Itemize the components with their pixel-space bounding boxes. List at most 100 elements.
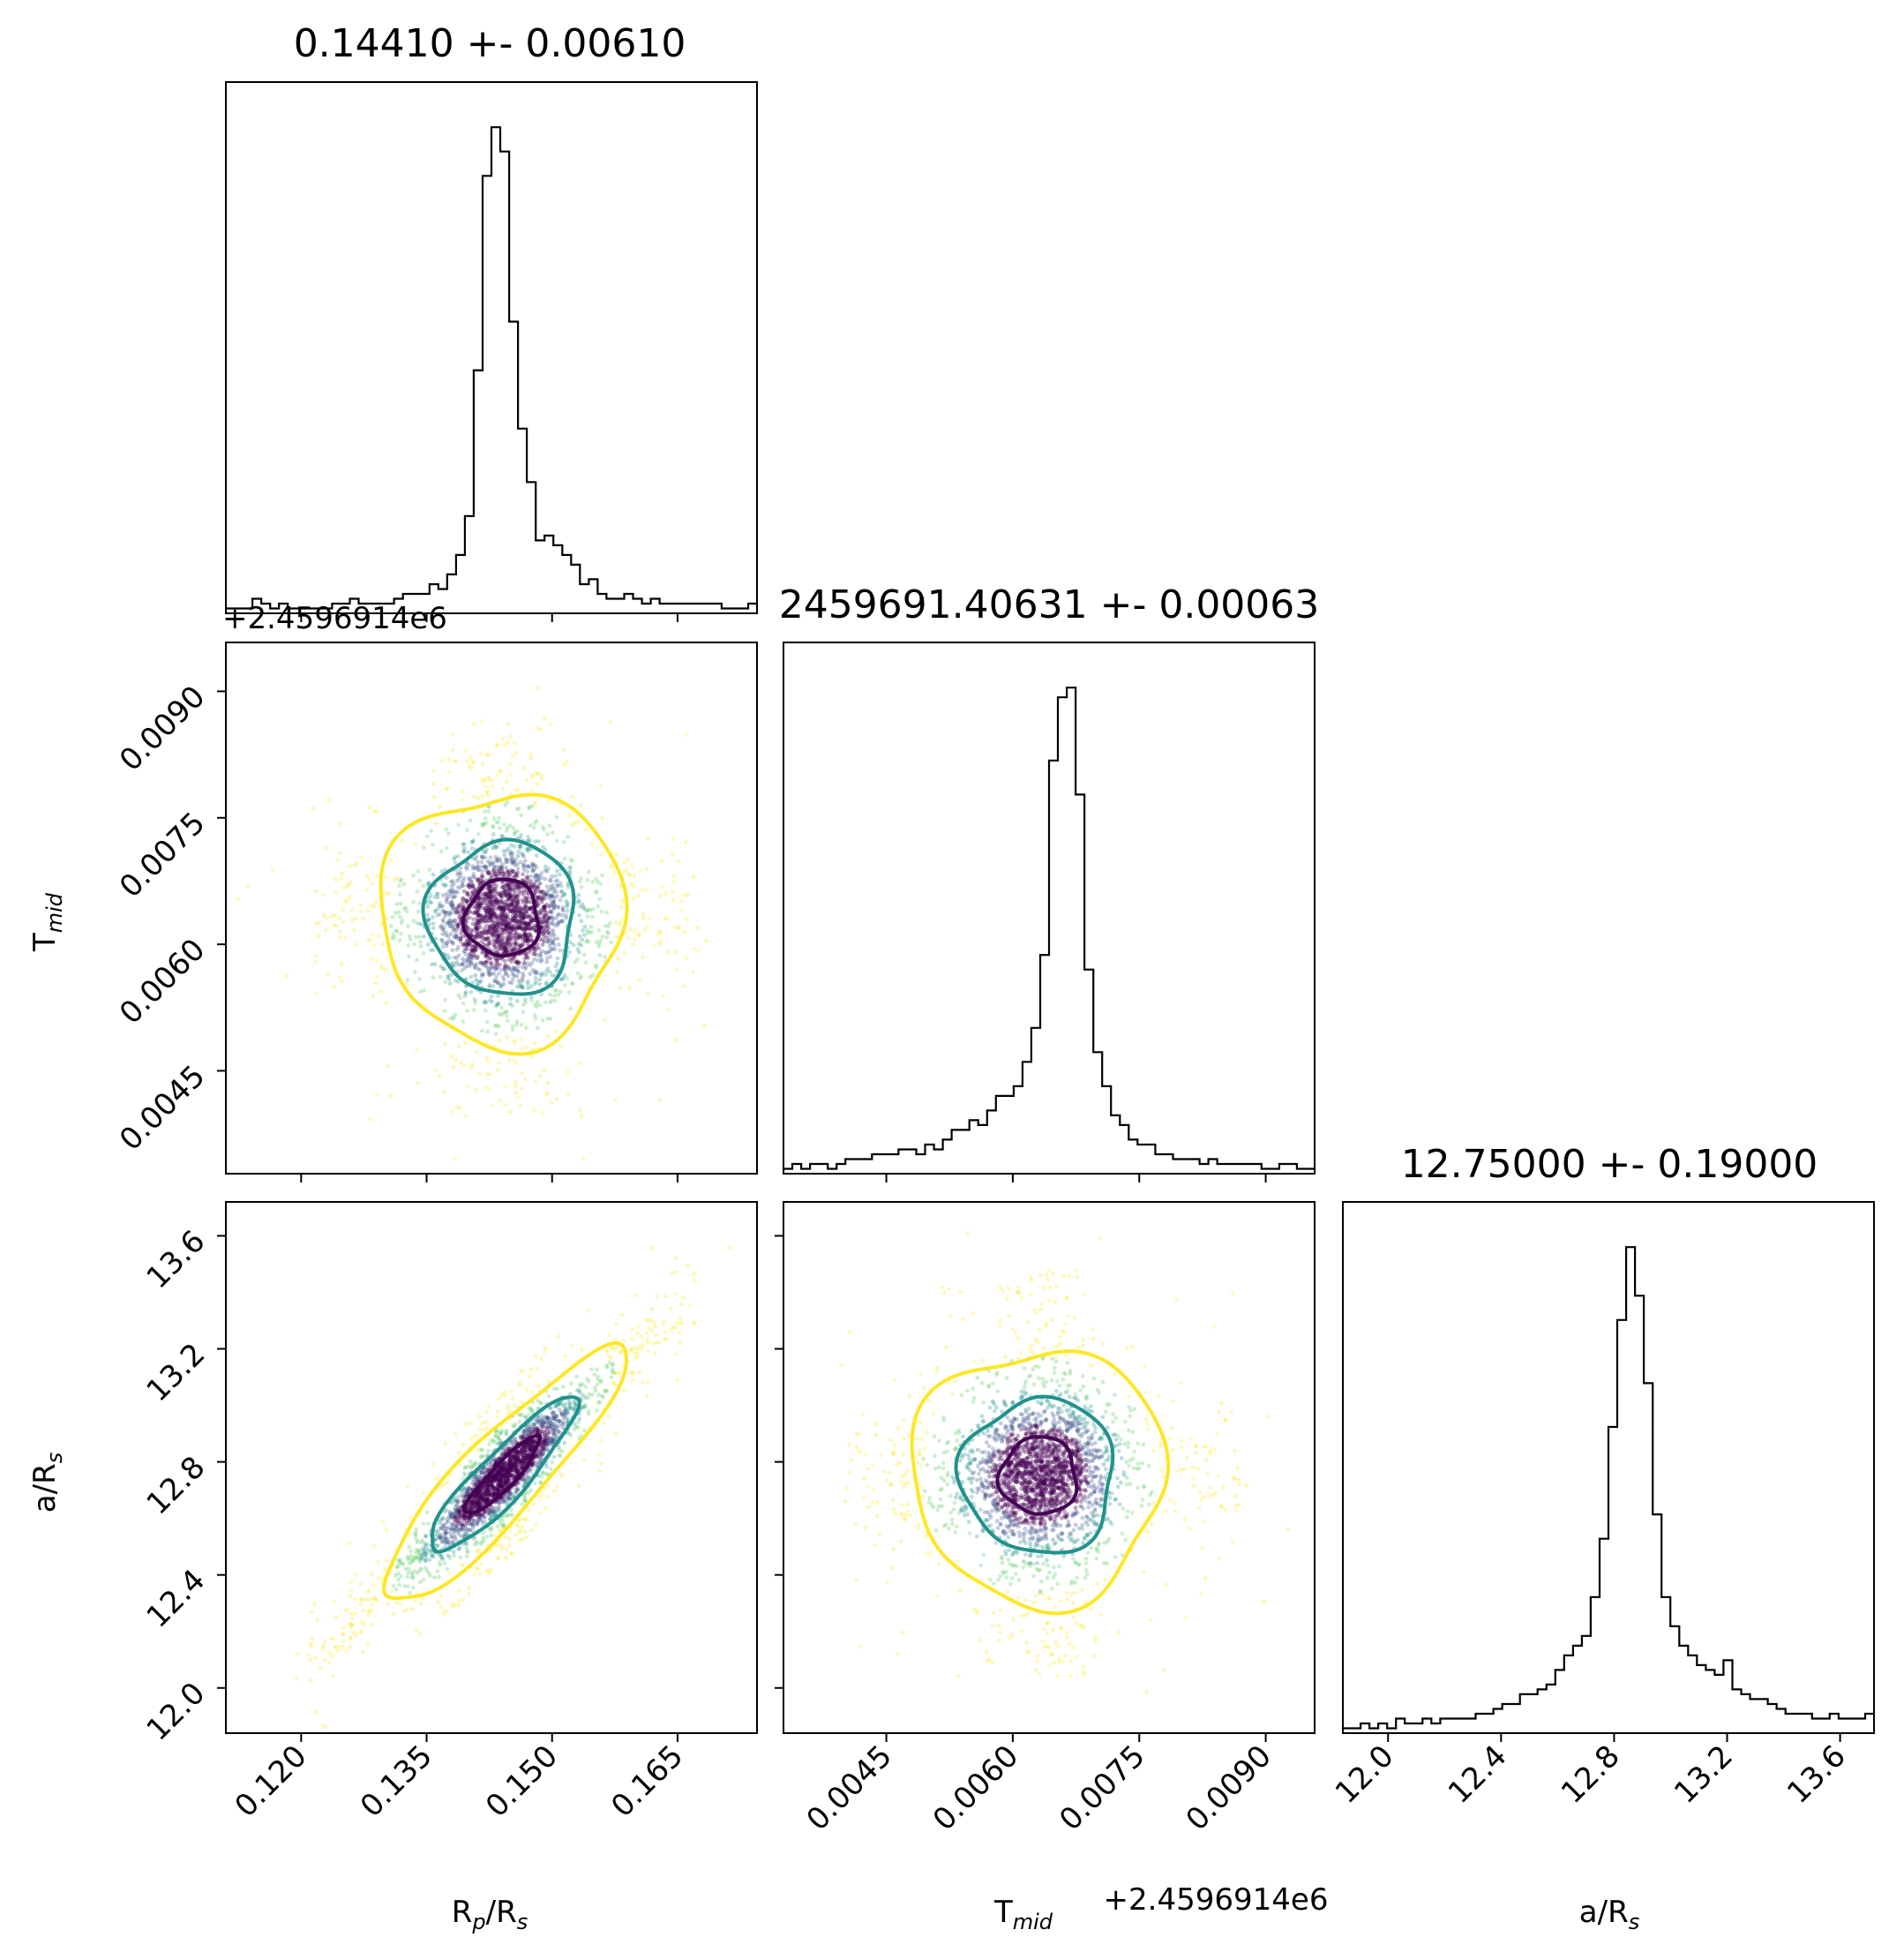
scatter-rp-t-point xyxy=(456,822,461,827)
scatter-rp-t-point xyxy=(468,884,473,890)
scatter-rp-t-point xyxy=(490,999,495,1004)
scatter-rp-t-point xyxy=(586,869,591,875)
scatter-rp-t-point xyxy=(478,930,483,935)
scatter-rp-t-point xyxy=(590,842,595,846)
scatter-rp-t-point xyxy=(577,879,582,884)
scatter-rp-t-point xyxy=(314,889,319,894)
scatter-rp-a-point xyxy=(551,1454,557,1460)
scatter-rp-t-point xyxy=(520,908,525,913)
scatter-rp-t-point xyxy=(600,815,605,821)
scatter-rp-t-point xyxy=(514,907,519,912)
scatter-rp-t-point xyxy=(502,958,507,964)
scatter-rp-t-point xyxy=(486,809,491,814)
scatter-rp-t-point xyxy=(521,900,526,905)
scatter-rp-t-point xyxy=(431,948,436,953)
scatter-rp-t-point xyxy=(447,924,453,928)
scatter-rp-t-point xyxy=(537,1074,543,1079)
scatter-rp-a-point xyxy=(296,1651,301,1656)
scatter-rp-a-point xyxy=(646,1348,651,1354)
scatter-rp-t-point xyxy=(450,747,455,752)
scatter-rp-t-point xyxy=(678,898,684,904)
scatter-rp-a-point xyxy=(394,1587,399,1592)
scatter-rp-t-point xyxy=(343,898,349,903)
scatter-rp-t-point xyxy=(559,912,565,918)
scatter-rp-t-point xyxy=(500,884,506,890)
scatter-rp-t-points xyxy=(236,686,708,1162)
scatter-rp-a-point xyxy=(434,1475,439,1481)
scatter-rp-t-point xyxy=(473,856,478,861)
scatter-rp-t-point xyxy=(472,997,477,1002)
scatter-rp-t-point xyxy=(461,878,466,883)
scatter-rp-t-point xyxy=(507,966,512,972)
scatter-rp-t-point xyxy=(535,770,539,776)
scatter-rp-t-point xyxy=(479,960,483,965)
scatter-rp-t-point xyxy=(506,906,511,912)
scatter-rp-t-point xyxy=(461,934,465,939)
scatter-rp-a-point xyxy=(365,1612,371,1618)
scatter-rp-t-point xyxy=(579,875,584,881)
scatter-rp-a-point xyxy=(542,1349,547,1355)
scatter-rp-t-point xyxy=(507,980,512,985)
scatter-rp-t-point xyxy=(504,972,508,976)
scatter-rp-t-point xyxy=(449,879,454,884)
scatter-rp-t-point xyxy=(550,915,555,920)
scatter-rp-t-point xyxy=(555,936,560,942)
scatter-rp-t-point xyxy=(406,942,411,948)
scatter-rp-t-point xyxy=(461,883,466,889)
scatter-rp-t-point xyxy=(544,927,549,932)
scatter-rp-t-point xyxy=(540,890,545,894)
scatter-rp-a-point xyxy=(294,1677,299,1681)
scatter-rp-a-point xyxy=(459,1492,464,1498)
scatter-rp-t-point xyxy=(358,903,364,907)
scatter-rp-a-point xyxy=(678,1302,684,1307)
scatter-rp-a-point xyxy=(586,1395,591,1400)
scatter-rp-t-point xyxy=(446,910,451,915)
scatter-rp-t-point xyxy=(514,807,520,812)
scatter-rp-t-point xyxy=(515,924,521,929)
scatter-rp-t-point xyxy=(466,959,470,965)
scatter-rp-t-point xyxy=(495,922,500,927)
scatter-rp-a-point xyxy=(520,1516,525,1520)
scatter-rp-t-point xyxy=(536,946,541,950)
scatter-rp-t-point xyxy=(398,892,402,897)
scatter-rp-a-point xyxy=(601,1421,606,1425)
scatter-rp-t-point xyxy=(454,934,458,939)
scatter-rp-t-point xyxy=(558,883,564,889)
scatter-rp-t-point xyxy=(658,928,663,934)
scatter-rp-t-point xyxy=(447,920,452,926)
scatter-rp-a-point xyxy=(332,1600,337,1604)
scatter-rp-t-point xyxy=(516,849,521,854)
scatter-rp-t-point xyxy=(236,897,241,902)
scatter-rp-t-point xyxy=(530,968,536,972)
scatter-rp-t-point xyxy=(450,895,455,900)
scatter-rp-t-point xyxy=(508,852,513,858)
scatter-rp-t-point xyxy=(564,898,569,904)
scatter-rp-t-point xyxy=(517,910,522,915)
scatter-rp-t-point xyxy=(495,960,500,965)
scatter-rp-t-point xyxy=(542,905,546,909)
scatter-rp-t-point xyxy=(504,893,508,898)
scatter-rp-t-point xyxy=(543,876,547,882)
scatter-rp-a-point xyxy=(549,1467,553,1471)
scatter-rp-t-point xyxy=(465,957,470,961)
scatter-rp-t-point xyxy=(411,918,416,923)
scatter-rp-a-point xyxy=(523,1535,528,1540)
scatter-rp-t-point xyxy=(504,963,508,968)
scatter-rp-t-point xyxy=(534,1004,539,1010)
scatter-rp-t-point xyxy=(545,924,550,928)
scatter-rp-a-point xyxy=(348,1644,352,1649)
scatter-rp-t-point xyxy=(484,790,490,795)
scatter-rp-t-point xyxy=(504,914,509,920)
scatter-rp-t-point xyxy=(513,897,519,903)
scatter-rp-a-point xyxy=(465,1549,470,1554)
scatter-rp-t-point xyxy=(397,883,401,888)
scatter-rp-t-point xyxy=(449,903,454,908)
scatter-rp-t-point xyxy=(379,921,384,927)
scatter-rp-t-point xyxy=(446,920,450,926)
scatter-rp-t-point xyxy=(515,919,521,924)
scatter-rp-t-point xyxy=(576,897,581,903)
scatter-rp-t-point xyxy=(339,876,344,882)
scatter-rp-t-point xyxy=(521,979,525,983)
scatter-rp-t-point xyxy=(539,875,543,880)
scatter-rp-t-point xyxy=(489,875,494,880)
